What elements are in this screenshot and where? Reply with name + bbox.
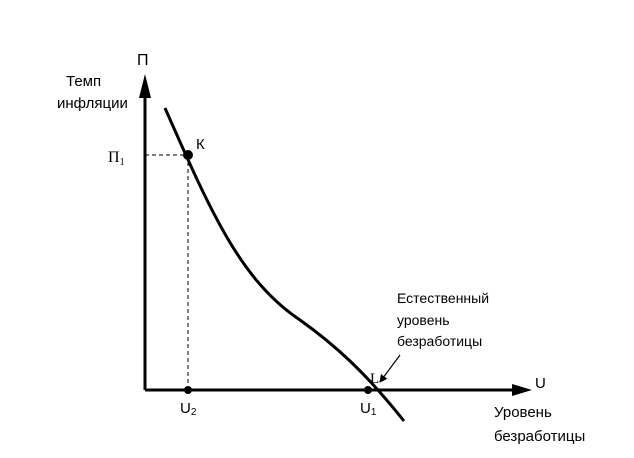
x-axis-symbol: U xyxy=(535,375,546,392)
tick-label-u2: U2 xyxy=(180,400,197,418)
phillips-curve xyxy=(163,107,406,422)
x-axis-arrowhead xyxy=(512,384,532,396)
y-axis-label-line1: Темп xyxy=(66,73,101,90)
x-axis-label-line1: Уровень xyxy=(494,404,552,421)
point-l-label: L xyxy=(370,371,379,387)
tick-label-u2-sub: 2 xyxy=(191,407,197,418)
tick-label-pi1: П1 xyxy=(108,149,125,168)
y-axis-arrowhead xyxy=(139,74,151,98)
tick-u2-marker xyxy=(184,386,192,394)
tick-label-u1-sub: 1 xyxy=(371,407,377,418)
annotation-line2: уровень xyxy=(397,312,450,328)
x-axis-label-line2: безработицы xyxy=(494,428,585,445)
y-axis-symbol: П xyxy=(137,52,149,69)
annotation-line1: Естественный xyxy=(397,290,489,306)
tick-label-u1: U1 xyxy=(360,400,377,418)
y-axis-label-line2: инфляции xyxy=(57,95,128,112)
point-k-marker xyxy=(183,150,193,160)
tick-label-pi1-sub: 1 xyxy=(120,157,125,168)
annotation-line3: безработицы xyxy=(397,333,482,349)
annotation-arrow xyxy=(379,354,401,383)
tick-label-u2-main: U xyxy=(180,400,191,417)
point-l-marker xyxy=(364,386,372,394)
tick-label-u1-main: U xyxy=(360,400,371,417)
point-k-label: К xyxy=(196,136,205,153)
tick-label-pi1-main: П xyxy=(108,149,120,166)
